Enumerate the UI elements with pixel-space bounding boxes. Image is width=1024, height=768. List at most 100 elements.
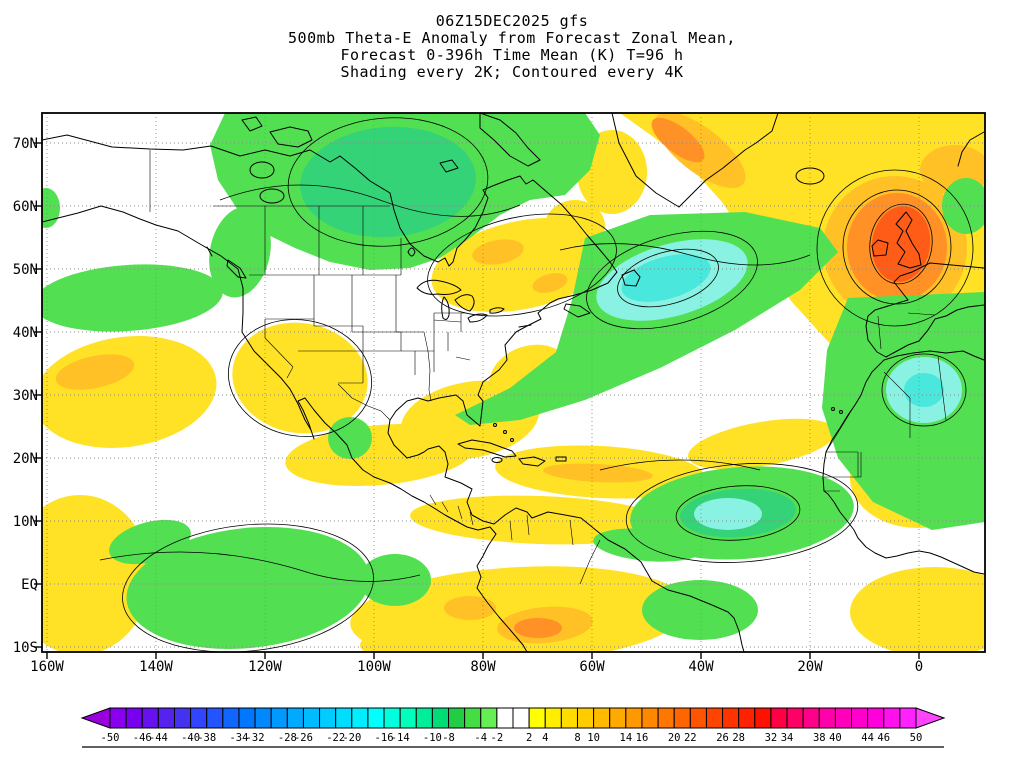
colorbar-tick-label: -20 bbox=[342, 732, 361, 744]
lon-axis-label: 60W bbox=[579, 659, 605, 675]
lat-axis-labels: 70N 60N 50N 40N 30N 20N 10N EQ 10S bbox=[13, 136, 38, 656]
colorbar-cell bbox=[270, 707, 288, 729]
shading-region-green bbox=[328, 417, 372, 459]
coastline bbox=[493, 423, 497, 427]
colorbar-cell bbox=[625, 707, 643, 729]
shading-region-deep-yellow bbox=[472, 239, 524, 265]
political-border bbox=[264, 275, 434, 421]
lat-axis-label: 30N bbox=[13, 388, 38, 404]
colorbar-tick-label: 44 bbox=[861, 732, 874, 744]
colorbar-tick-label: 50 bbox=[910, 732, 923, 744]
shading-region-green bbox=[126, 526, 370, 650]
colorbar-tick-label: 20 bbox=[668, 732, 681, 744]
colorbar-cell bbox=[786, 707, 804, 729]
colorbar-tick-label: -22 bbox=[326, 732, 345, 744]
political-border bbox=[149, 150, 402, 276]
map-frame bbox=[41, 112, 986, 653]
colorbar-tick-label: 8 bbox=[574, 732, 580, 744]
coastline bbox=[249, 161, 275, 179]
shading-region-deep-orange bbox=[871, 206, 931, 282]
colorbar-cell bbox=[206, 707, 224, 729]
colorbar-tick-label: 4 bbox=[542, 732, 548, 744]
theta-e-contour bbox=[842, 189, 952, 305]
shading-region-green bbox=[942, 178, 985, 234]
coastline bbox=[226, 259, 247, 279]
colorbar-cell bbox=[834, 707, 853, 729]
lat-axis-label: 60N bbox=[13, 199, 38, 215]
colorbar-cell bbox=[173, 707, 192, 729]
title-model-run: 06Z15DEC2025 gfs bbox=[435, 12, 589, 30]
colorbar-cell bbox=[157, 707, 175, 729]
colorbar-cell bbox=[899, 707, 917, 729]
colorbar-tick-label: 16 bbox=[636, 732, 649, 744]
coastline bbox=[795, 167, 825, 185]
coastline bbox=[518, 456, 546, 467]
theta-e-contour bbox=[122, 523, 374, 652]
shading-region-yellow bbox=[360, 627, 480, 652]
colorbar-cell bbox=[222, 707, 240, 729]
shading-layer-deep-cyan bbox=[621, 254, 944, 407]
colorbar-cell bbox=[560, 707, 578, 729]
lat-axis-label: 40N bbox=[13, 325, 38, 341]
colorbar-cell bbox=[415, 707, 433, 729]
shading-region-deep-yellow bbox=[55, 354, 135, 390]
colorbar-cell bbox=[576, 707, 595, 729]
shading-region-cyan bbox=[694, 498, 762, 530]
colorbar-cell bbox=[431, 707, 450, 729]
colorbar-tick-label: -8 bbox=[442, 732, 455, 744]
political-border bbox=[429, 494, 474, 526]
colorbar-tick-label: 32 bbox=[765, 732, 778, 744]
shading-region-green bbox=[642, 580, 758, 640]
theta-e-contour bbox=[617, 248, 719, 308]
colorbar-cell bbox=[367, 707, 385, 729]
lon-axis-label: 140W bbox=[139, 659, 173, 675]
coastline bbox=[206, 246, 213, 257]
colorbar-tick-label: -50 bbox=[101, 732, 120, 744]
coastline bbox=[241, 116, 263, 132]
shading-region-green bbox=[593, 528, 703, 562]
colorbar-arrow-left bbox=[80, 707, 111, 729]
shading-region-orange bbox=[651, 117, 705, 163]
shading-region-yellow bbox=[850, 567, 985, 652]
lon-axis-label: 120W bbox=[248, 659, 282, 675]
shading-region-green bbox=[926, 494, 985, 522]
coastline bbox=[831, 407, 835, 411]
shading-region-deep-yellow bbox=[543, 463, 653, 483]
coastline bbox=[441, 296, 450, 320]
coastline bbox=[883, 350, 985, 361]
lon-axis-label: 80W bbox=[470, 659, 496, 675]
coastline bbox=[895, 211, 922, 269]
lon-axis-label: 160W bbox=[30, 659, 64, 675]
coastline bbox=[467, 313, 488, 323]
political-border bbox=[509, 514, 601, 585]
colorbar-cell bbox=[496, 707, 514, 729]
lon-axis-label: 100W bbox=[357, 659, 391, 675]
axis-tick-layer bbox=[34, 142, 920, 659]
colorbar-cell bbox=[802, 707, 820, 729]
shading-region-deep-yellow bbox=[444, 596, 496, 620]
lat-axis-label: 20N bbox=[13, 451, 38, 467]
shading-layer-deep-orange bbox=[871, 206, 931, 282]
coastline bbox=[259, 188, 285, 204]
colorbar-tick-label: 10 bbox=[587, 732, 600, 744]
coastline bbox=[839, 410, 843, 414]
colorbar-tick-label: -40 bbox=[181, 732, 200, 744]
colorbar-tick-label: 46 bbox=[877, 732, 890, 744]
colorbar-cell bbox=[754, 707, 772, 729]
title-variable: 500mb Theta-E Anomaly from Forecast Zona… bbox=[288, 29, 736, 47]
colorbar-cell bbox=[238, 707, 256, 729]
political-border bbox=[824, 355, 947, 492]
coastline bbox=[439, 159, 459, 173]
shading-region-yellow bbox=[42, 336, 217, 448]
colorbar-tick-label: 40 bbox=[829, 732, 842, 744]
colorbar-cell bbox=[883, 707, 901, 729]
shading-region-deep-green bbox=[300, 126, 476, 238]
colorbar-cell bbox=[593, 707, 611, 729]
colorbar-cell bbox=[770, 707, 788, 729]
political-border bbox=[877, 312, 936, 350]
theta-e-contour bbox=[586, 230, 758, 330]
colorbar-tick-label: 34 bbox=[781, 732, 794, 744]
lon-axis-labels: 160W 140W 120W 100W 80W 60W 40W 20W 0 bbox=[30, 659, 923, 675]
